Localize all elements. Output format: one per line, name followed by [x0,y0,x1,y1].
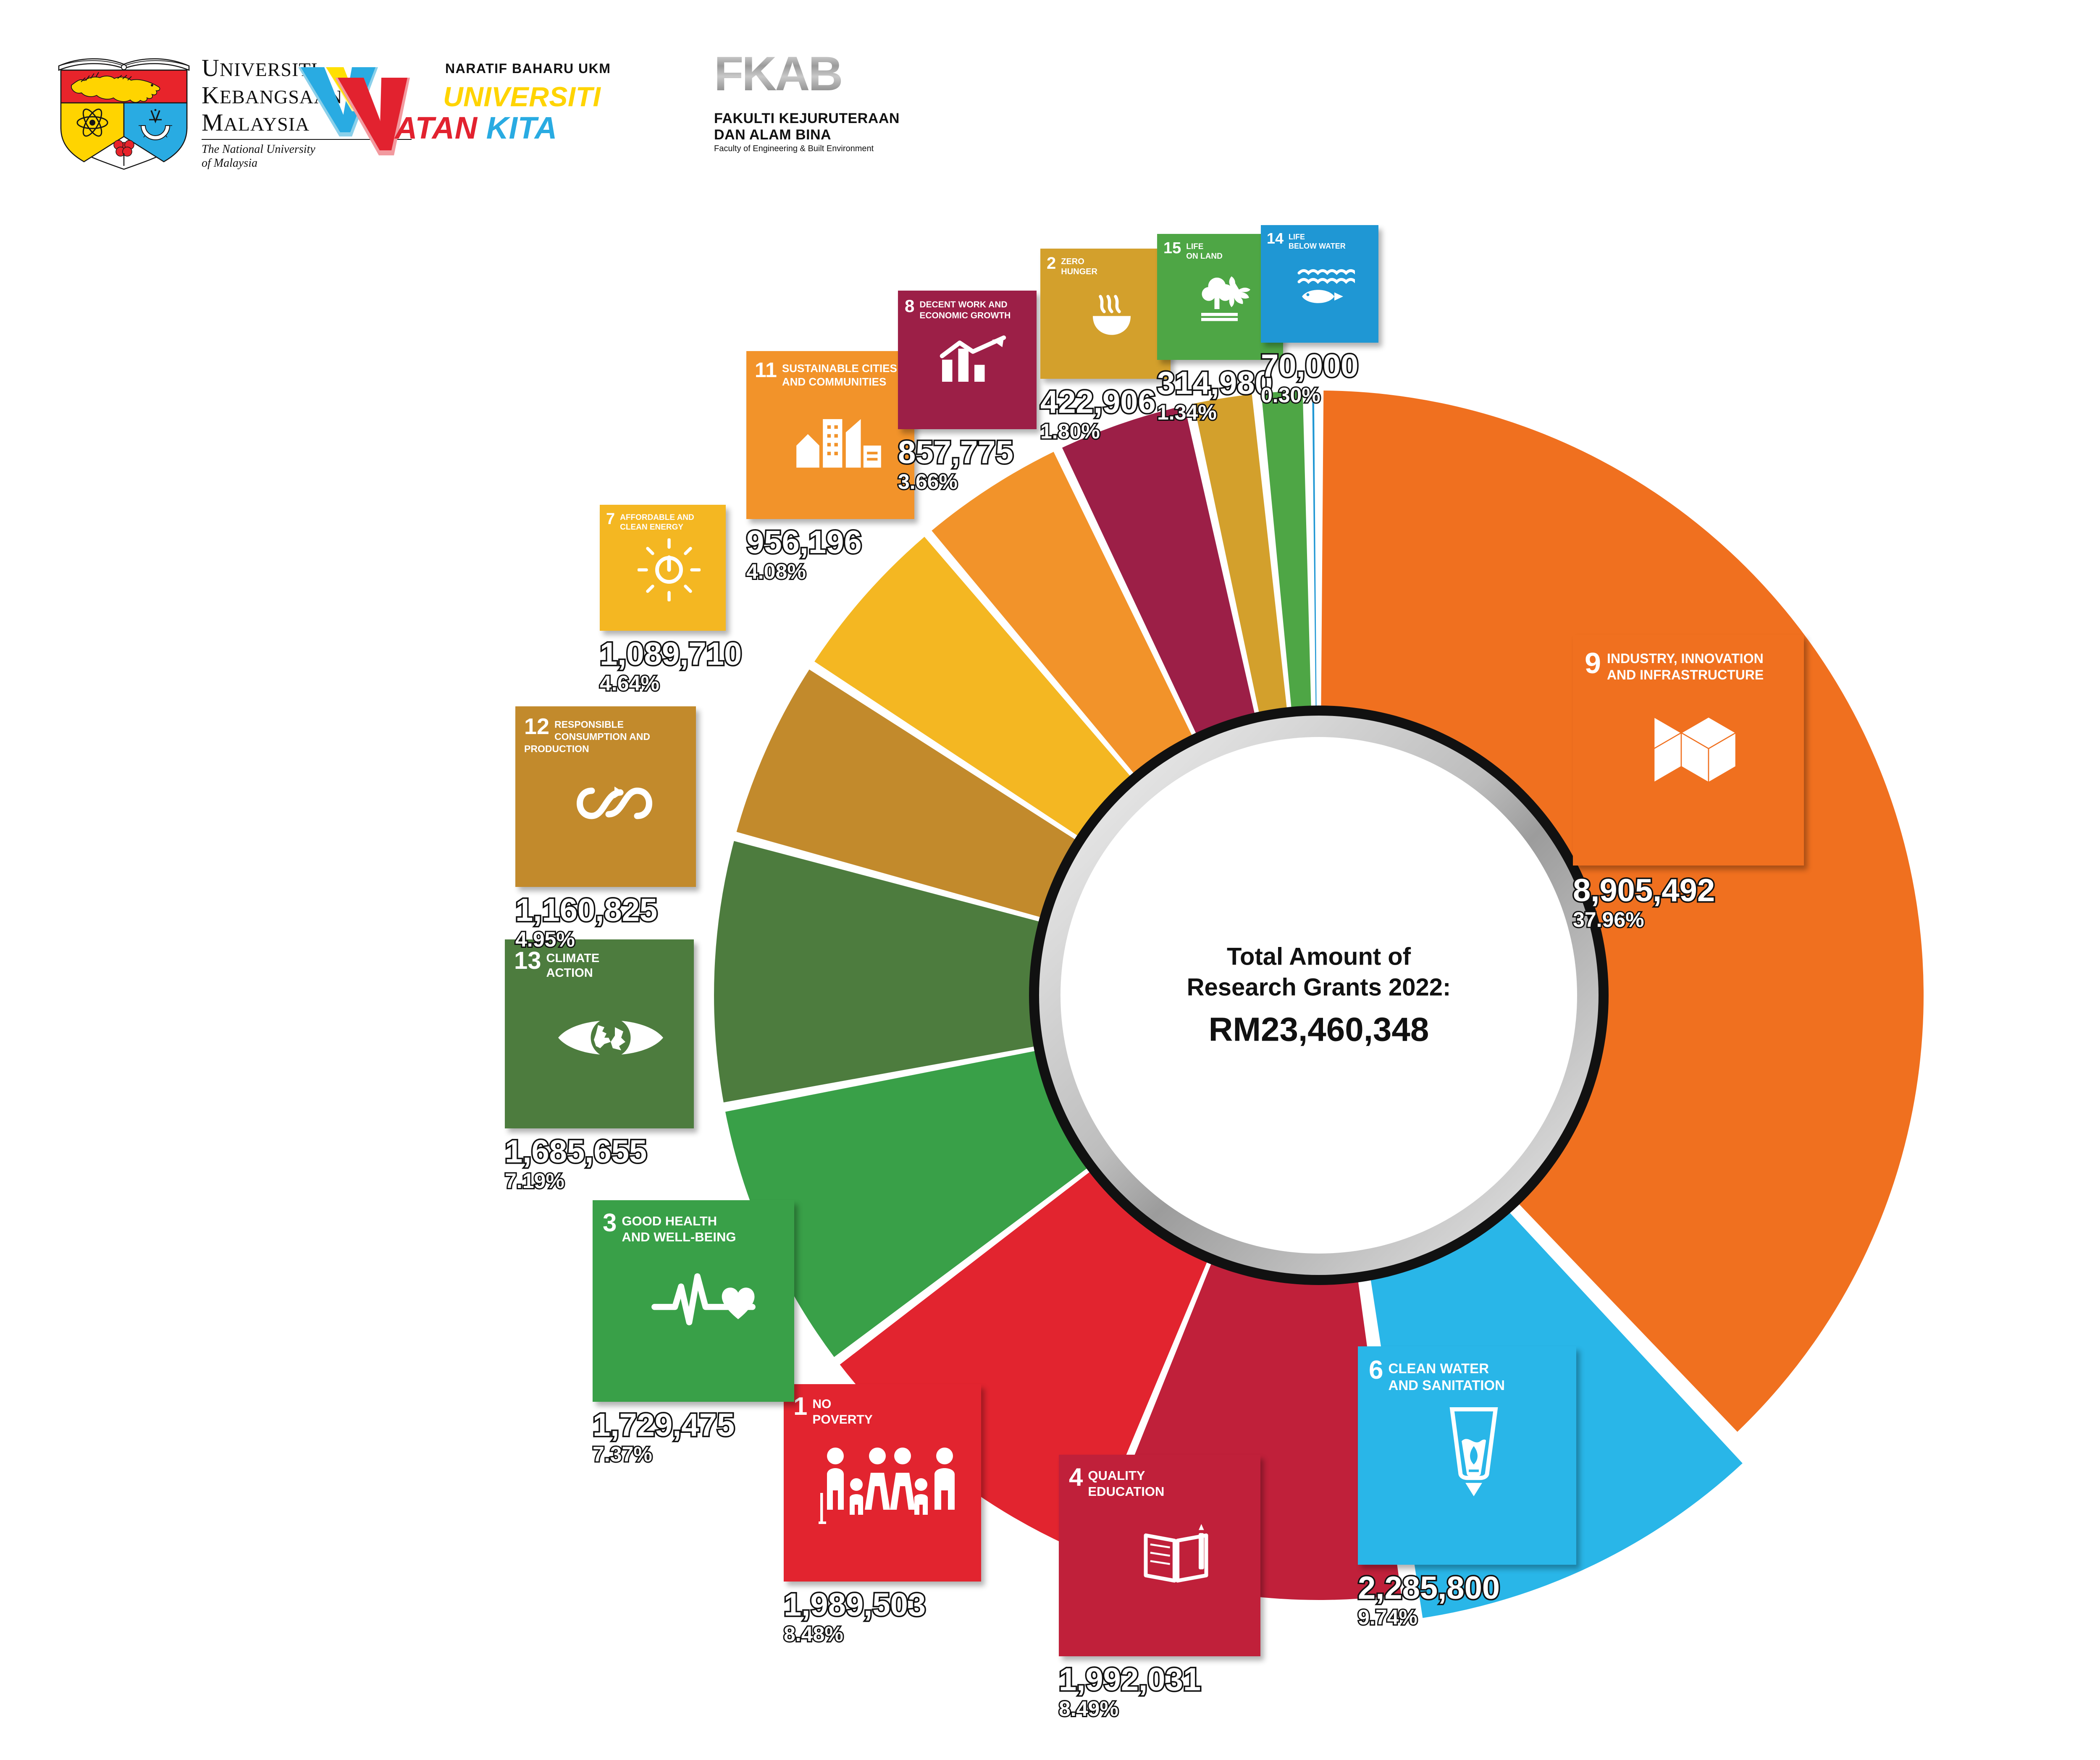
svg-text:FKAB: FKAB [714,50,841,101]
